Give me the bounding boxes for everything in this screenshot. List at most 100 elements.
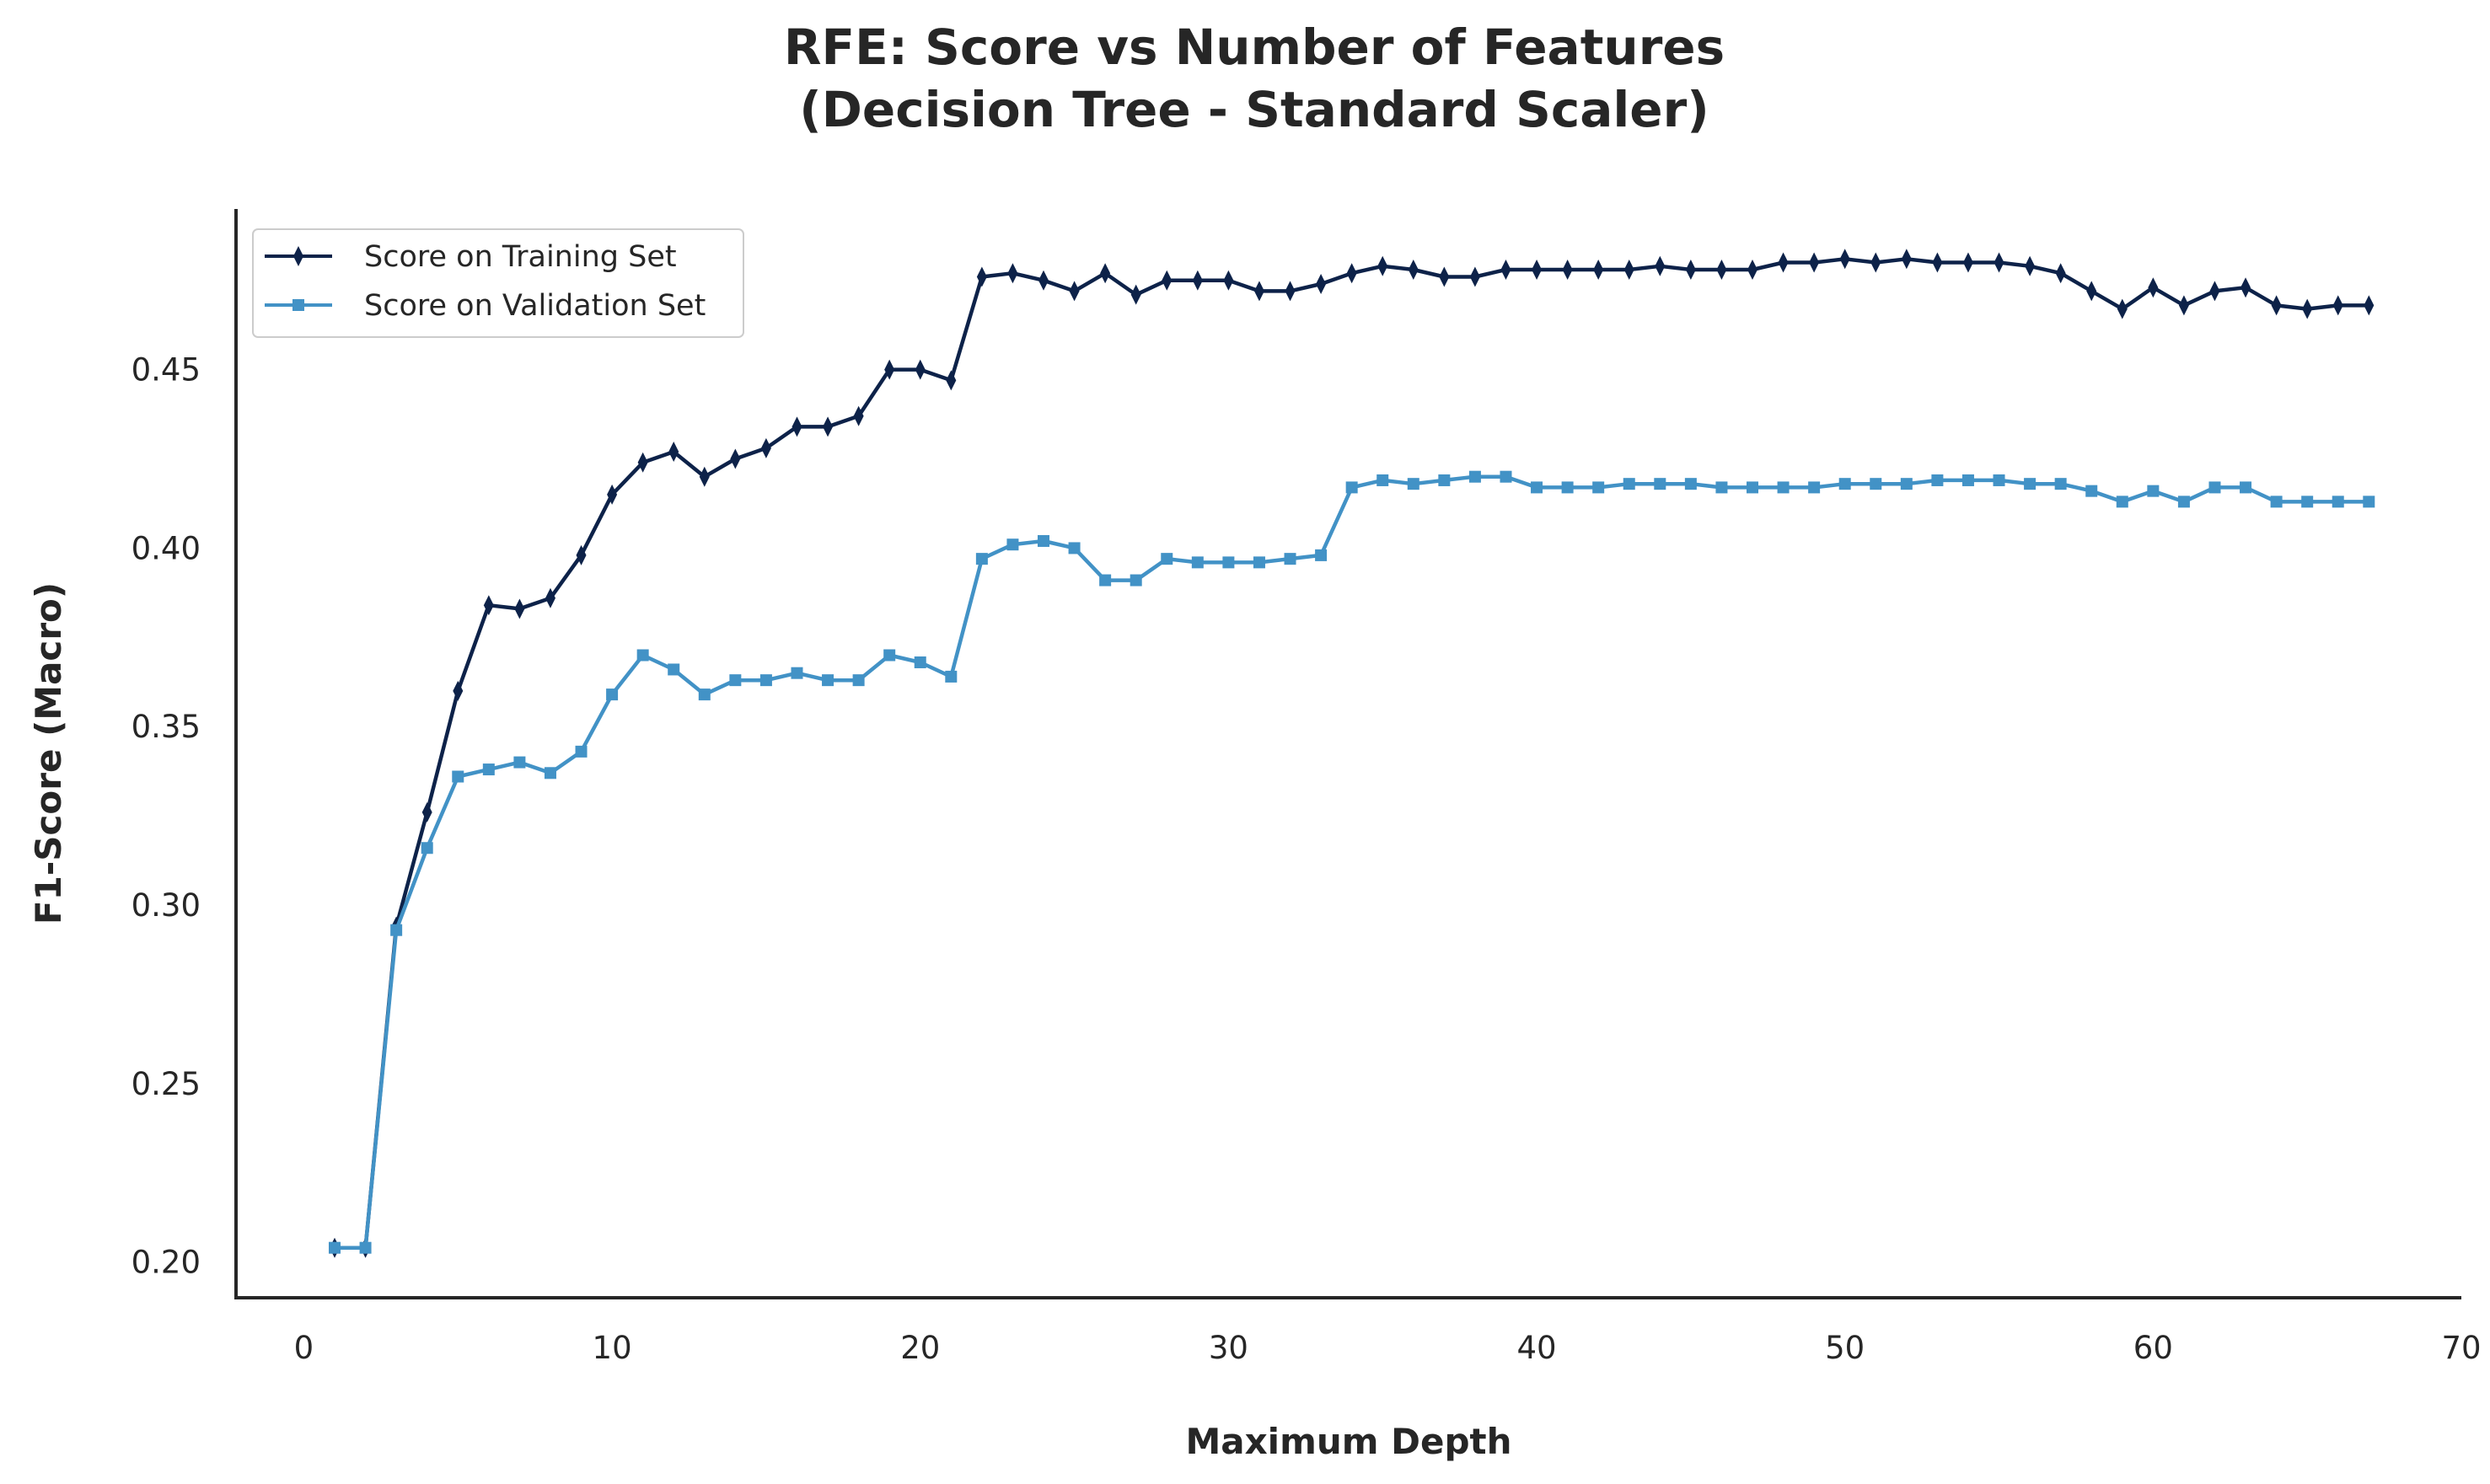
x-tick-label: 30 <box>1209 1330 1248 1366</box>
data-point <box>2148 277 2159 298</box>
data-point <box>975 553 988 565</box>
data-point <box>853 405 864 426</box>
data-point <box>1994 252 2004 273</box>
data-point <box>1623 260 1634 281</box>
y-tick-label: 0.25 <box>131 1066 201 1102</box>
y-tick-label: 0.45 <box>131 352 201 388</box>
data-point <box>1438 474 1451 486</box>
data-point <box>729 674 742 687</box>
data-point <box>2117 298 2128 319</box>
data-point <box>545 587 555 608</box>
series-training <box>330 249 2375 1258</box>
data-point <box>2364 295 2375 316</box>
data-point <box>760 437 771 458</box>
data-point <box>823 416 834 437</box>
data-point <box>2116 496 2128 508</box>
data-point <box>2177 496 2190 508</box>
legend-marker <box>293 246 303 266</box>
x-tick-label: 50 <box>1825 1330 1865 1366</box>
data-point <box>1561 481 1574 494</box>
x-tick-label: 60 <box>2133 1330 2173 1366</box>
data-point <box>359 1241 372 1254</box>
data-point <box>576 544 587 565</box>
data-point <box>791 667 803 679</box>
data-point <box>1500 470 1512 483</box>
data-point <box>1962 252 1973 273</box>
data-point <box>730 448 741 469</box>
data-point <box>915 359 926 380</box>
data-point <box>1993 474 2005 486</box>
data-point <box>946 370 957 391</box>
data-point <box>822 674 834 687</box>
legend-marker <box>292 299 304 311</box>
data-point <box>1623 478 1635 490</box>
data-point <box>575 745 588 758</box>
data-point <box>606 688 619 701</box>
data-point <box>884 359 895 380</box>
series-line <box>335 474 2369 1250</box>
y-tick-label: 0.35 <box>131 709 201 745</box>
data-point <box>1345 481 1358 494</box>
data-point <box>1562 260 1573 281</box>
data-point <box>792 416 802 437</box>
data-point <box>1655 255 1666 276</box>
data-point <box>1532 260 1543 281</box>
data-point <box>1130 574 1142 587</box>
legend: Score on Training Set Score on Validatio… <box>252 228 744 338</box>
data-point <box>1468 470 1481 483</box>
data-point <box>421 842 433 855</box>
legend-label-training: Score on Training Set <box>364 240 677 274</box>
x-axis-label: Maximum Depth <box>1185 1421 1511 1462</box>
data-point <box>1191 556 1204 569</box>
data-point <box>2178 295 2189 316</box>
data-point <box>1870 252 1881 273</box>
data-point <box>1377 255 1388 276</box>
data-point <box>2054 478 2067 490</box>
data-point <box>637 452 648 473</box>
data-point <box>2332 295 2343 316</box>
y-axis-ticks: 0.20 0.25 0.30 0.35 0.40 0.45 <box>131 352 201 1281</box>
data-point <box>852 674 865 687</box>
data-point <box>636 649 649 662</box>
data-point <box>1222 556 1235 569</box>
data-point <box>390 924 403 936</box>
data-point <box>1038 534 1050 547</box>
data-point <box>2209 281 2220 302</box>
x-tick-label: 10 <box>593 1330 632 1366</box>
data-point <box>2024 478 2037 490</box>
data-point <box>1223 270 1234 291</box>
data-point <box>883 649 896 662</box>
data-point <box>668 663 680 676</box>
chart-title: RFE: Score vs Number of Features <box>784 19 1725 76</box>
data-point <box>2301 496 2314 508</box>
data-point <box>1593 260 1604 281</box>
data-point <box>945 670 958 683</box>
y-tick-label: 0.40 <box>131 530 201 566</box>
data-point <box>1315 549 1328 561</box>
data-point <box>668 442 679 463</box>
data-point <box>513 756 526 769</box>
data-point <box>1099 574 1112 587</box>
data-point <box>453 680 464 701</box>
data-point <box>544 767 556 780</box>
data-point <box>976 266 987 287</box>
data-point <box>1654 478 1666 490</box>
data-point <box>329 1241 341 1254</box>
data-point <box>1715 481 1728 494</box>
x-tick-label: 40 <box>1517 1330 1557 1366</box>
data-point <box>1531 481 1543 494</box>
data-point <box>482 763 495 776</box>
data-point <box>1716 260 1727 281</box>
data-point <box>759 674 772 687</box>
data-point <box>1285 281 1296 302</box>
data-point <box>1747 260 1758 281</box>
data-point <box>1901 249 1912 270</box>
data-point <box>1747 481 1759 494</box>
data-point <box>2240 481 2252 494</box>
data-point <box>1900 478 1913 490</box>
data-point <box>1932 252 1943 273</box>
data-point <box>607 484 618 505</box>
data-point <box>1408 260 1419 281</box>
legend-marker-validation <box>292 299 304 311</box>
